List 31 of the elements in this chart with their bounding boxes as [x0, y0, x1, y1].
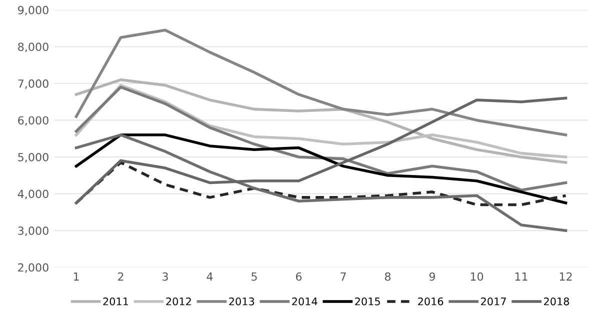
x-tick-label: 3 — [162, 272, 168, 281]
line-series — [74, 134, 568, 204]
y-tick-label: 4,000 — [18, 190, 48, 200]
y-tick-label: 6,000 — [18, 116, 48, 126]
x-tick-label: 12 — [560, 272, 572, 281]
x-tick-label: 5 — [252, 272, 257, 281]
line-series — [74, 28, 568, 136]
x-tick-label: 8 — [384, 272, 391, 281]
x-tick-label: 6 — [296, 272, 302, 281]
y-tick-label: 3,000 — [18, 226, 48, 236]
x-tick-label: 4 — [206, 272, 213, 281]
legend-label: 2012 — [166, 297, 191, 306]
x-tick-label: 1 — [74, 272, 79, 281]
x-tick-label: 2 — [118, 272, 124, 281]
y-tick-label: 7,000 — [18, 79, 48, 89]
x-tick-label: 11 — [515, 272, 528, 281]
y-tick-label: 5,000 — [18, 152, 48, 162]
x-tick-label: 10 — [470, 272, 484, 281]
y-tick-label: 9,000 — [18, 6, 48, 16]
legend-label: 2011 — [103, 297, 128, 306]
x-tick-label: 7 — [340, 272, 346, 281]
y-tick-label: 2,000 — [18, 263, 48, 273]
line-series — [74, 86, 568, 192]
x-tick-label: 9 — [429, 272, 436, 281]
legend-label: 2013 — [229, 297, 254, 306]
legend-label: 2014 — [292, 297, 318, 306]
legend-label: 2017 — [481, 297, 506, 306]
legend-label: 2015 — [355, 297, 380, 306]
legend-label: 2016 — [418, 297, 444, 306]
legend-label: 2018 — [544, 297, 570, 306]
y-tick-label: 8,000 — [18, 42, 48, 52]
